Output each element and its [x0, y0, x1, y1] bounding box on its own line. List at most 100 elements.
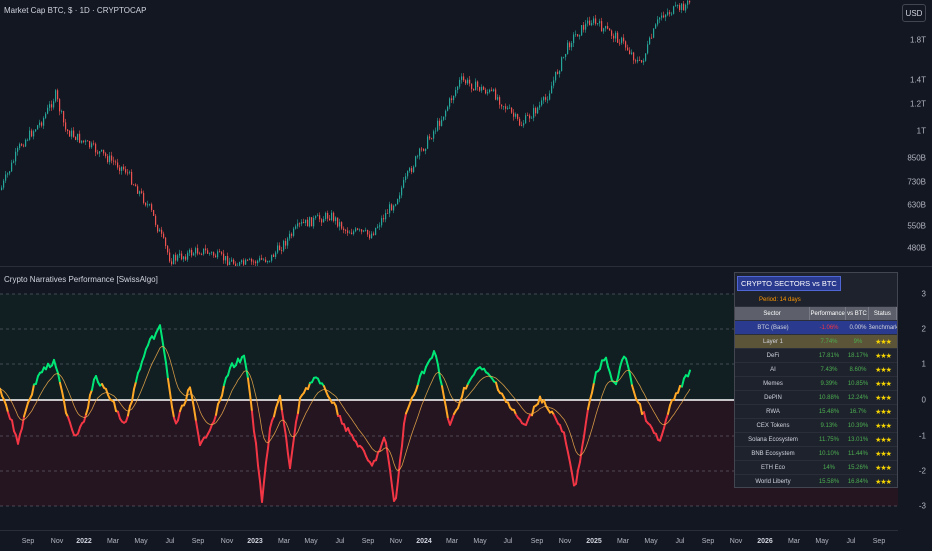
candle [573, 32, 574, 47]
sector-cell: RWA [735, 405, 811, 418]
candle [31, 129, 32, 138]
candle [173, 254, 174, 265]
table-title: CRYPTO SECTORS vs BTC [737, 276, 841, 291]
candle [117, 159, 118, 170]
candle [315, 215, 316, 220]
candle [13, 159, 14, 163]
time-tick-label: May [134, 538, 147, 545]
candle [185, 254, 186, 261]
candle [69, 130, 70, 137]
candle [349, 230, 350, 233]
candle [555, 72, 556, 83]
candle [463, 73, 464, 82]
candle [503, 106, 504, 110]
candle [103, 150, 104, 156]
candle [605, 26, 606, 32]
candle [9, 171, 10, 175]
candle [433, 130, 434, 142]
table-header-row: Sector Performance vs BTC Status [735, 306, 897, 320]
candle [583, 22, 584, 32]
candle [373, 231, 374, 235]
candle [65, 119, 66, 132]
candle [505, 103, 506, 112]
status-cell: ★★★ [869, 377, 897, 390]
candle [379, 222, 380, 230]
candle [11, 160, 12, 172]
candle [37, 125, 38, 130]
candle [579, 34, 580, 39]
indicator-tick-label: -1 [919, 432, 926, 441]
candle [51, 101, 52, 111]
candle [609, 28, 610, 31]
candle [151, 203, 152, 212]
performance-cell: 17.81% [811, 349, 847, 362]
candle [19, 142, 20, 150]
candle [153, 210, 154, 216]
candle [519, 117, 520, 126]
status-cell: ★★★ [869, 405, 897, 418]
candle [91, 142, 92, 149]
price-chart-pane[interactable]: Market Cap BTC, $ · 1D · CRYPTOCAP [0, 0, 898, 266]
candle [667, 8, 668, 16]
candle [89, 141, 90, 149]
candle [75, 136, 76, 140]
time-tick-label: Sep [531, 538, 543, 545]
candle [23, 144, 24, 148]
time-tick-label: 2022 [76, 538, 92, 545]
candle [331, 210, 332, 221]
candle [455, 87, 456, 98]
candle [439, 118, 440, 130]
candle [539, 102, 540, 110]
candle [581, 25, 582, 36]
candle [101, 150, 102, 152]
candle [561, 56, 562, 71]
candle [73, 127, 74, 138]
candle [577, 34, 578, 36]
candle [441, 116, 442, 127]
candle [267, 261, 268, 264]
performance-cell: 10.88% [811, 391, 847, 404]
candle [195, 247, 196, 258]
time-tick-label: Mar [446, 538, 458, 545]
candle [531, 116, 532, 119]
candle [479, 87, 480, 92]
performance-cell: 10.10% [811, 447, 847, 460]
indicator-title[interactable]: Crypto Narratives Performance [SwissAlgo… [4, 275, 158, 284]
candle [599, 19, 600, 27]
candle [677, 4, 678, 8]
candle [417, 155, 418, 159]
candle [289, 231, 290, 241]
candle [571, 41, 572, 51]
vs-btc-cell: 18.17% [847, 349, 869, 362]
candle [229, 258, 230, 265]
performance-cell: 9.39% [811, 377, 847, 390]
candle [407, 170, 408, 179]
candle [603, 28, 604, 34]
candle [343, 226, 344, 233]
candle [297, 219, 298, 228]
candle [595, 15, 596, 26]
candle [641, 60, 642, 63]
time-tick-label: Nov [390, 538, 402, 545]
candle [225, 256, 226, 264]
candle [147, 201, 148, 208]
candle [45, 112, 46, 119]
candle [167, 245, 168, 255]
candle [105, 152, 106, 158]
time-tick-label: 2025 [586, 538, 602, 545]
candle [629, 47, 630, 54]
price-tick-label: 1.4T [910, 76, 926, 85]
candle [145, 202, 146, 207]
candle [133, 184, 134, 186]
candle [219, 249, 220, 253]
candle [639, 56, 640, 61]
candle [263, 258, 264, 261]
time-tick-label: Mar [788, 538, 800, 545]
candle [413, 165, 414, 173]
